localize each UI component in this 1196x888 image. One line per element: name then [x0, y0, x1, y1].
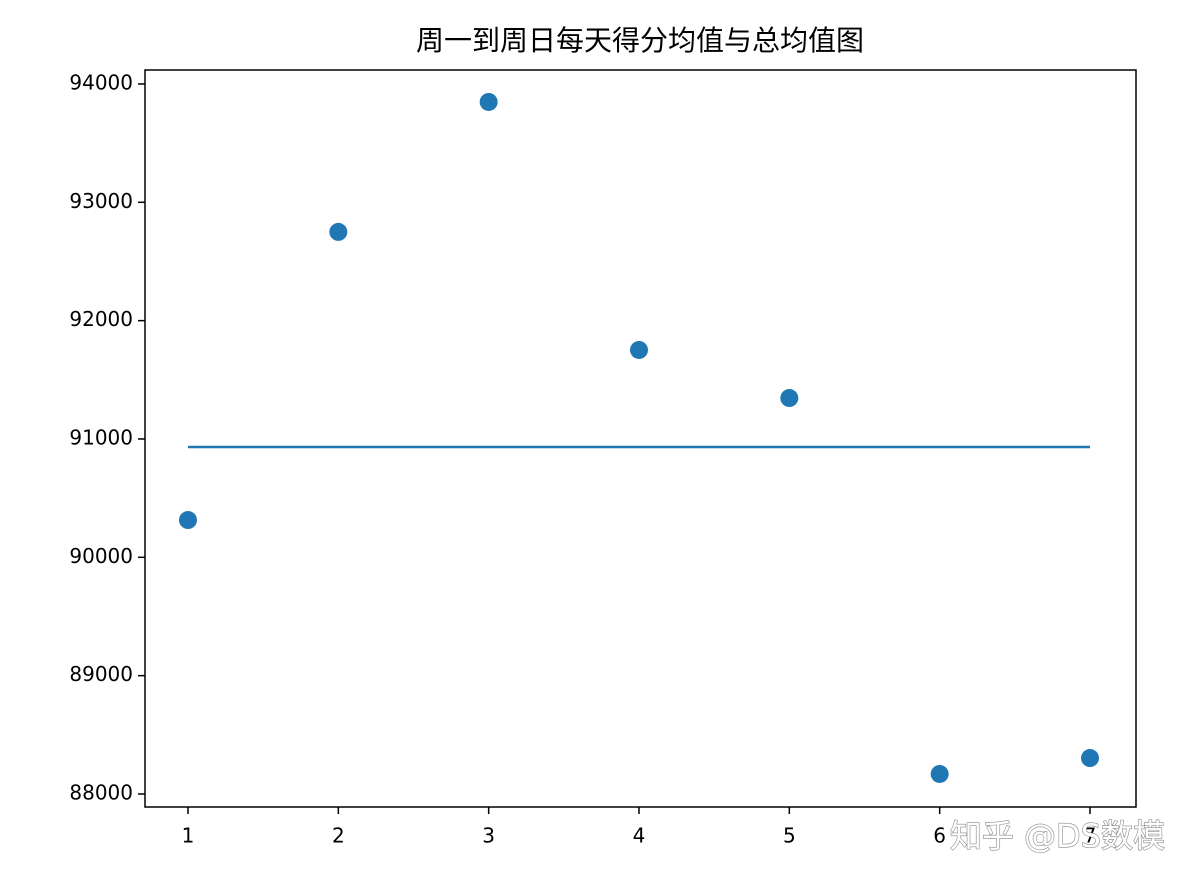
watermark: 知乎 @DS数模 [950, 817, 1165, 855]
y-tick-label: 91000 [69, 425, 133, 449]
point [629, 340, 648, 359]
x-tick-label: 6 [933, 824, 946, 848]
x-tick-label: 5 [783, 824, 796, 848]
y-tick-label: 89000 [69, 662, 133, 686]
y-tick-label: 94000 [69, 70, 133, 94]
y-tick-label: 88000 [69, 780, 133, 804]
point [178, 511, 197, 530]
point [479, 92, 498, 111]
x-tick-label: 2 [332, 824, 345, 848]
point [329, 222, 348, 241]
y-tick-label: 92000 [69, 307, 133, 331]
y-tick-label: 90000 [69, 544, 133, 568]
x-tick-label: 7 [1084, 824, 1097, 848]
plot-frame [144, 69, 1137, 808]
point [780, 389, 799, 408]
x-tick-label: 4 [633, 824, 646, 848]
point [1080, 749, 1099, 768]
x-tick-label: 3 [482, 824, 495, 848]
y-tick-label: 93000 [69, 189, 133, 213]
point [930, 764, 949, 783]
x-tick-label: 1 [182, 824, 195, 848]
chart-title: 周一到周日每天得分均值与总均值图 [416, 24, 864, 57]
